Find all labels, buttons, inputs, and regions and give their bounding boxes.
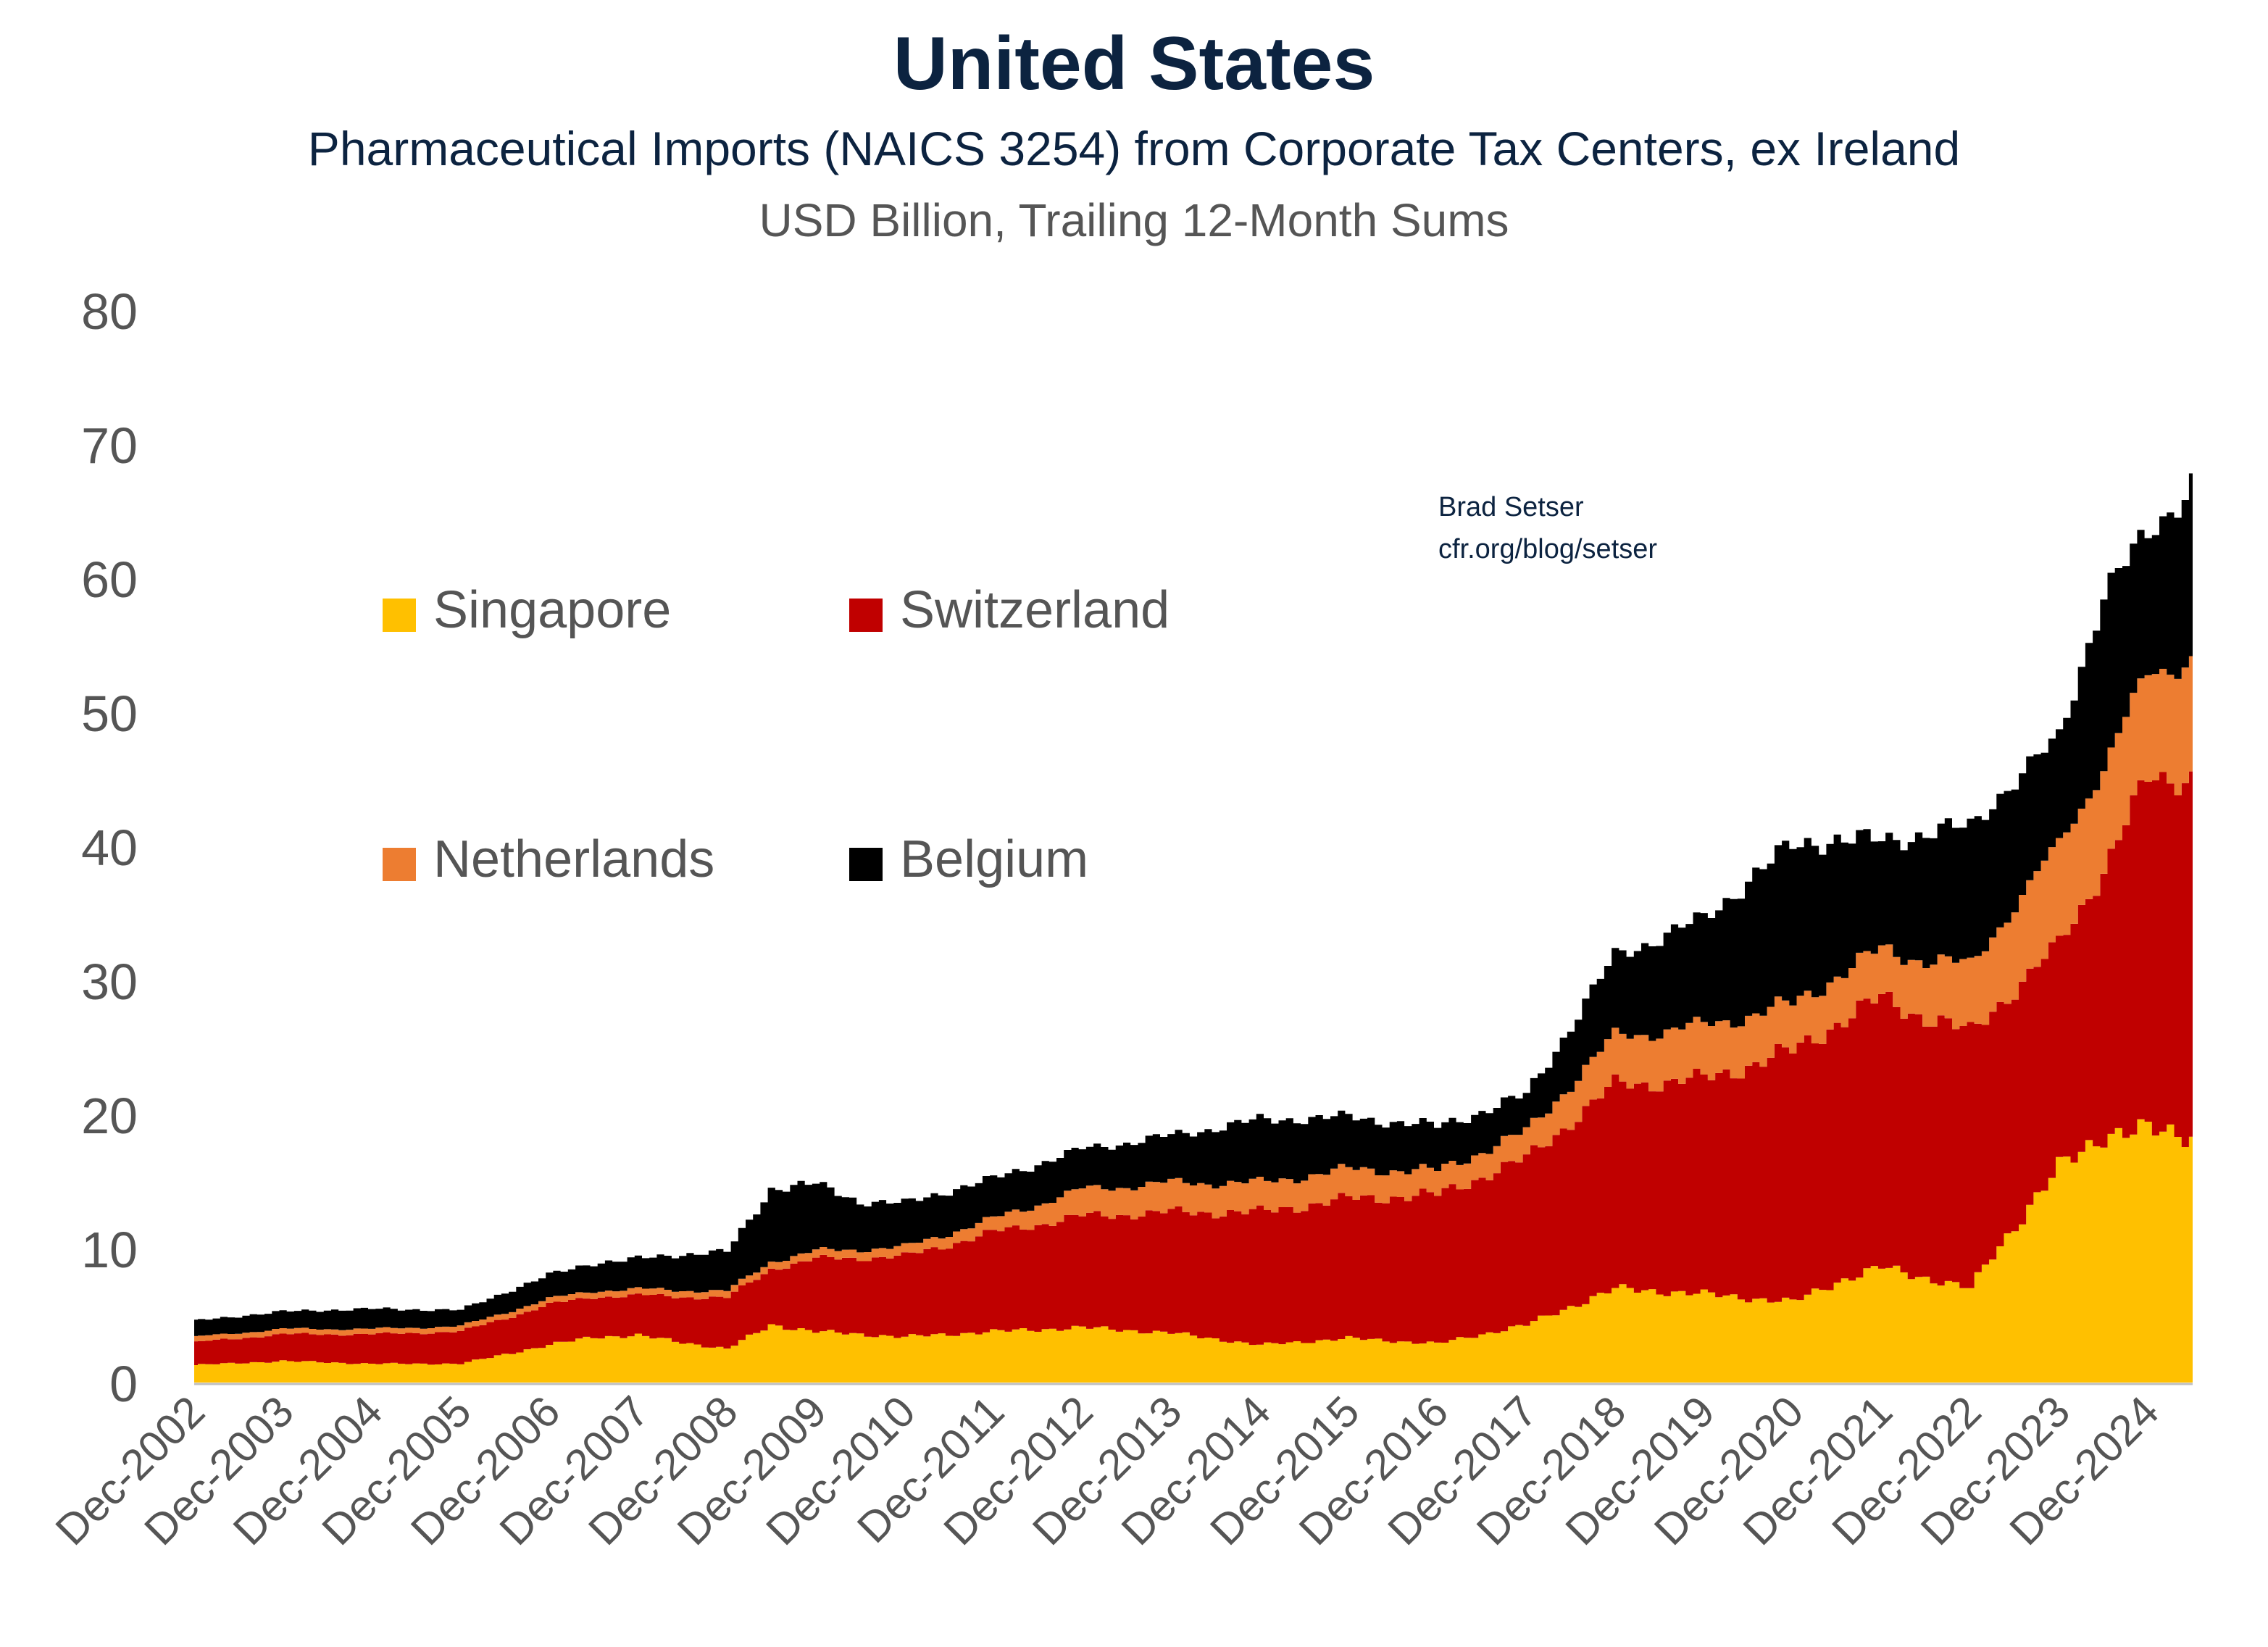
y-tick-label: 50 xyxy=(81,685,138,742)
legend-swatch-singapore xyxy=(383,599,416,632)
legend: Singapore Switzerland Netherlands Belgium xyxy=(383,581,1170,888)
y-tick-label: 80 xyxy=(81,283,138,340)
legend-swatch-netherlands xyxy=(383,848,416,881)
legend-label-switzerland: Switzerland xyxy=(900,581,1170,639)
y-tick-label: 0 xyxy=(109,1356,138,1412)
y-axis: 0 10 20 30 40 50 60 70 80 xyxy=(81,283,138,1412)
y-tick-label: 70 xyxy=(81,417,138,474)
chart-subtitle: Pharmaceutical Imports (NAICS 3254) from… xyxy=(307,122,1961,175)
area-series-belgium xyxy=(194,473,2193,1336)
area-series-switzerland xyxy=(194,771,2193,1365)
plot-area xyxy=(194,473,2193,1383)
credit-author: Brad Setser xyxy=(1438,492,1584,522)
chart-units: USD Billion, Trailing 12-Month Sums xyxy=(759,194,1509,246)
credit: Brad Setser cfr.org/blog/setser xyxy=(1438,492,1657,564)
legend-label-netherlands: Netherlands xyxy=(433,830,714,888)
area-series-netherlands xyxy=(194,656,2193,1342)
legend-label-singapore: Singapore xyxy=(433,581,671,639)
y-tick-label: 30 xyxy=(81,954,138,1010)
credit-url: cfr.org/blog/setser xyxy=(1438,534,1657,564)
y-tick-label: 40 xyxy=(81,820,138,876)
y-tick-label: 10 xyxy=(81,1222,138,1278)
y-tick-label: 20 xyxy=(81,1088,138,1144)
area-series-singapore xyxy=(194,1119,2193,1383)
x-axis: Dec-2002Dec-2003Dec-2004Dec-2005Dec-2006… xyxy=(46,1383,2193,1554)
y-tick-label: 60 xyxy=(81,551,138,608)
chart-title: United States xyxy=(893,22,1375,106)
legend-label-belgium: Belgium xyxy=(900,830,1088,888)
legend-swatch-belgium xyxy=(849,848,883,881)
legend-swatch-switzerland xyxy=(849,599,883,632)
